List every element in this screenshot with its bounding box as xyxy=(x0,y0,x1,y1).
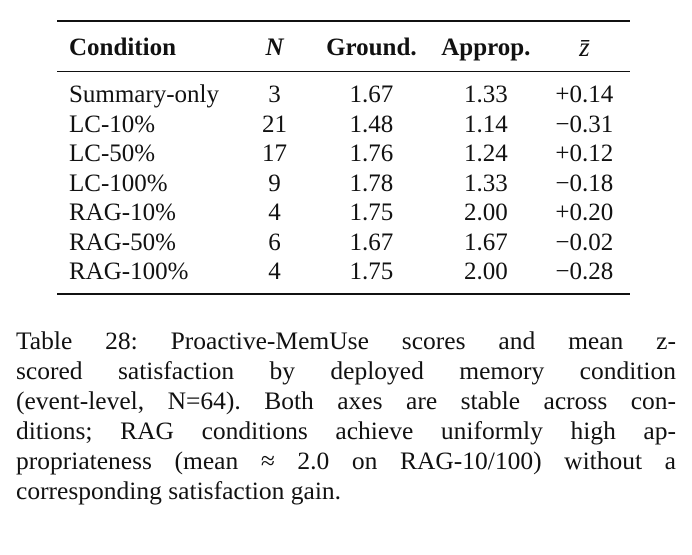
cell-z: +0.12 xyxy=(555,140,614,167)
cell-z: +0.14 xyxy=(555,81,614,108)
table-row: LC-50% 17 1.76 1.24 +0.12 xyxy=(57,139,630,169)
header-approp: Approp. xyxy=(441,33,531,61)
header-ground: Ground. xyxy=(326,33,417,61)
cell-approp: 1.33 xyxy=(463,169,508,197)
cell-n: 3 xyxy=(268,81,281,108)
caption-line: scored satisfaction by deployed memory c… xyxy=(16,356,676,385)
cell-condition: Summary-only xyxy=(69,81,219,108)
caption-line: propriateness (mean ≈ 2.0 on RAG-10/100)… xyxy=(16,446,676,475)
results-table-container: Condition N Ground. Approp. z̄ Summary-o… xyxy=(57,20,630,295)
cell-ground: 1.76 xyxy=(349,140,394,167)
cell-ground: 1.67 xyxy=(349,228,394,256)
table-row: Summary-only 3 1.67 1.33 +0.14 xyxy=(57,72,630,110)
cell-approp: 2.00 xyxy=(463,199,508,226)
header-n: N xyxy=(265,33,284,61)
cell-z: +0.20 xyxy=(555,199,614,226)
table-row: LC-100% 9 1.78 1.33 −0.18 xyxy=(57,169,630,199)
table-row: RAG-50% 6 1.67 1.67 −0.02 xyxy=(57,228,630,258)
cell-ground: 1.78 xyxy=(349,169,394,197)
cell-z: −0.02 xyxy=(555,228,614,256)
table-row: LC-10% 21 1.48 1.14 −0.31 xyxy=(57,110,630,140)
cell-ground: 1.75 xyxy=(349,258,394,285)
cell-ground: 1.67 xyxy=(349,81,394,108)
cell-z: −0.28 xyxy=(555,258,614,285)
cell-ground: 1.48 xyxy=(349,110,394,138)
cell-approp: 1.67 xyxy=(463,228,508,256)
cell-ground: 1.75 xyxy=(349,199,394,226)
cell-approp: 1.24 xyxy=(463,140,508,167)
cell-approp: 1.33 xyxy=(463,81,508,108)
cell-approp: 2.00 xyxy=(463,258,508,285)
cell-n: 17 xyxy=(262,140,287,167)
table-row: RAG-10% 4 1.75 2.00 +0.20 xyxy=(57,198,630,228)
caption-line: Table 28: Proactive-MemUse scores and me… xyxy=(16,326,676,355)
header-condition: Condition xyxy=(69,33,176,61)
cell-n: 6 xyxy=(268,228,281,256)
table-header-row: Condition N Ground. Approp. z̄ xyxy=(57,21,630,72)
cell-z: −0.31 xyxy=(555,110,614,138)
cell-condition: RAG-10% xyxy=(69,199,176,226)
caption-line: corresponding satisfaction gain. xyxy=(16,476,342,505)
cell-n: 4 xyxy=(268,258,281,285)
header-z: z̄ xyxy=(579,32,590,62)
cell-condition: LC-100% xyxy=(69,169,168,197)
table-body: Summary-only 3 1.67 1.33 +0.14 LC-10% 21… xyxy=(57,72,630,294)
caption-line: ditions; RAG conditions achieve uniforml… xyxy=(16,416,676,445)
cell-condition: LC-50% xyxy=(69,140,156,167)
cell-n: 21 xyxy=(262,110,287,138)
cell-condition: RAG-100% xyxy=(69,258,189,285)
cell-z: −0.18 xyxy=(555,169,614,197)
cell-approp: 1.14 xyxy=(463,110,508,138)
caption-line: (event-level, N=64). Both axes are stabl… xyxy=(16,386,676,415)
results-table: Condition N Ground. Approp. z̄ Summary-o… xyxy=(57,20,630,295)
table-caption: Table 28: Proactive-MemUse scores and me… xyxy=(16,326,676,506)
cell-n: 9 xyxy=(268,169,281,197)
cell-n: 4 xyxy=(268,199,281,226)
table-row: RAG-100% 4 1.75 2.00 −0.28 xyxy=(57,257,630,294)
cell-condition: RAG-50% xyxy=(69,228,176,256)
cell-condition: LC-10% xyxy=(69,110,156,138)
